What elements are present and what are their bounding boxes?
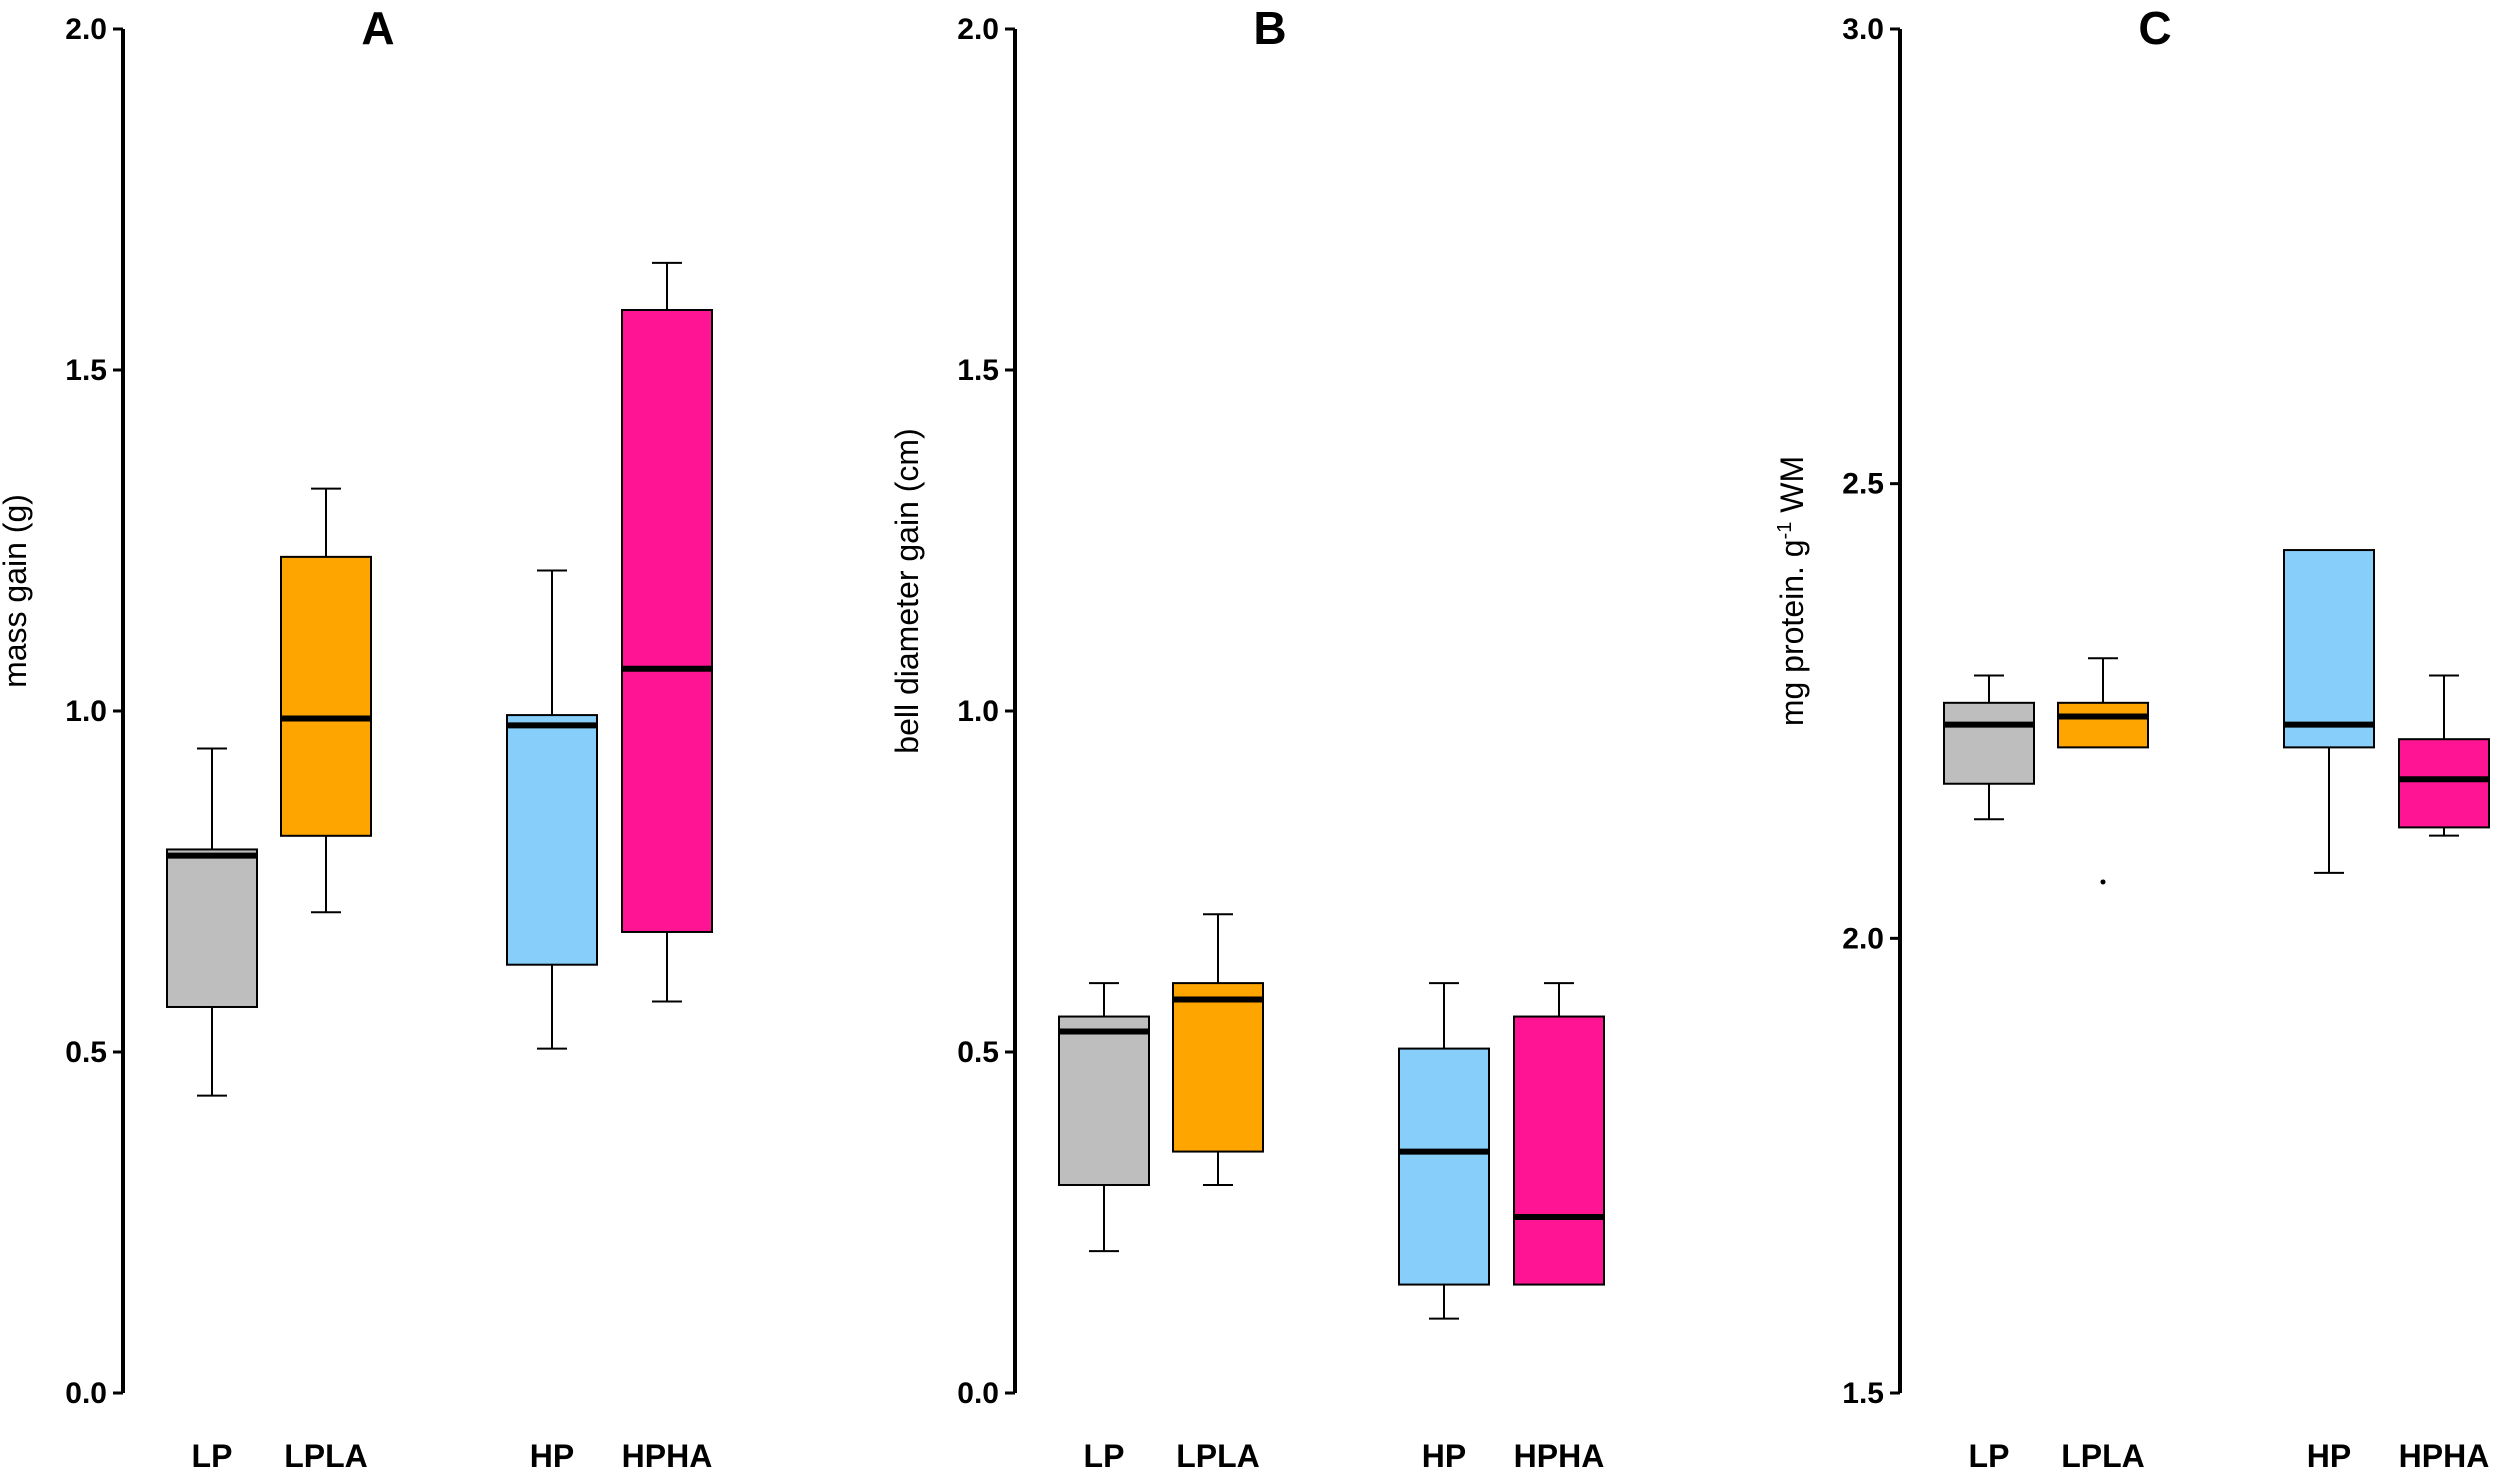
x-category-label: HPHA bbox=[1514, 1438, 1605, 1473]
box-iqr bbox=[621, 308, 713, 933]
box-iqr bbox=[2283, 549, 2375, 749]
box-lp: LP bbox=[166, 747, 258, 1473]
y-axis-label-superscript: -1 bbox=[1774, 522, 1796, 540]
x-category-label: LPLA bbox=[1176, 1438, 1260, 1473]
x-category-label: HPHA bbox=[2399, 1438, 2490, 1473]
box-iqr bbox=[166, 848, 258, 1008]
y-tick-label: 1.5 bbox=[65, 354, 107, 387]
y-tick-label: 1.5 bbox=[1842, 1377, 1884, 1410]
y-tick-label: 1.0 bbox=[65, 695, 107, 728]
y-tick-label: 1.0 bbox=[957, 695, 999, 728]
x-category-label: LP bbox=[192, 1438, 233, 1473]
box-hpha: HPHA bbox=[2398, 674, 2490, 1473]
y-tick-label: 2.0 bbox=[957, 13, 999, 46]
x-category-label: LPLA bbox=[2061, 1438, 2145, 1473]
box-lp: LP bbox=[1058, 982, 1150, 1473]
panel-title: A bbox=[361, 2, 394, 54]
y-axis-label: mass gain (g) bbox=[0, 494, 33, 688]
box-lpla: LPLA bbox=[280, 487, 372, 1473]
outlier-point bbox=[2100, 879, 2106, 885]
box-lpla: LPLA bbox=[2057, 657, 2149, 1473]
box-lp: LP bbox=[1943, 674, 2035, 1473]
x-category-label: HP bbox=[530, 1438, 574, 1473]
y-tick-label: 2.0 bbox=[65, 13, 107, 46]
y-tick-label: 0.0 bbox=[65, 1377, 107, 1410]
box-hpha: HPHA bbox=[1513, 982, 1605, 1473]
panel-title: C bbox=[2138, 2, 2171, 54]
x-category-label: HP bbox=[2307, 1438, 2351, 1473]
box-iqr bbox=[1398, 1047, 1490, 1286]
x-category-label: HP bbox=[1422, 1438, 1466, 1473]
x-category-label: LP bbox=[1084, 1438, 1125, 1473]
box-iqr bbox=[280, 555, 372, 837]
box-iqr bbox=[1943, 701, 2035, 785]
box-hp: HP bbox=[1398, 982, 1490, 1473]
y-tick-label: 0.5 bbox=[65, 1036, 107, 1069]
y-tick-label: 2.5 bbox=[1842, 468, 1884, 501]
y-tick-label: 1.5 bbox=[957, 354, 999, 387]
box-iqr bbox=[1172, 982, 1264, 1153]
y-axis-label: mg protein. g-1 WM bbox=[1774, 456, 1810, 726]
y-tick-label: 0.5 bbox=[957, 1036, 999, 1069]
box-iqr bbox=[2057, 701, 2149, 749]
y-axis-label-main: mg protein. g bbox=[1774, 539, 1810, 726]
y-axis-label-main: bell diameter gain (cm) bbox=[889, 428, 925, 753]
y-tick-label: 0.0 bbox=[957, 1377, 999, 1410]
box-iqr bbox=[2398, 738, 2490, 829]
box-iqr bbox=[1513, 1015, 1605, 1286]
box-hpha: HPHA bbox=[621, 261, 713, 1473]
y-axis-label-suffix: WM bbox=[1774, 456, 1810, 522]
box-lpla: LPLA bbox=[1172, 913, 1264, 1473]
box-iqr bbox=[506, 714, 598, 966]
y-tick-label: 3.0 bbox=[1842, 13, 1884, 46]
box-iqr bbox=[1058, 1015, 1150, 1186]
y-axis-label: bell diameter gain (cm) bbox=[889, 428, 925, 753]
box-hp: HP bbox=[2283, 549, 2375, 1473]
y-tick-label: 2.0 bbox=[1842, 922, 1884, 955]
box-hp: HP bbox=[506, 569, 598, 1473]
panel-title: B bbox=[1253, 2, 1286, 54]
x-category-label: LP bbox=[1969, 1438, 2010, 1473]
x-category-label: HPHA bbox=[622, 1438, 713, 1473]
x-category-label: LPLA bbox=[284, 1438, 368, 1473]
y-axis-label-main: mass gain (g) bbox=[0, 494, 33, 688]
